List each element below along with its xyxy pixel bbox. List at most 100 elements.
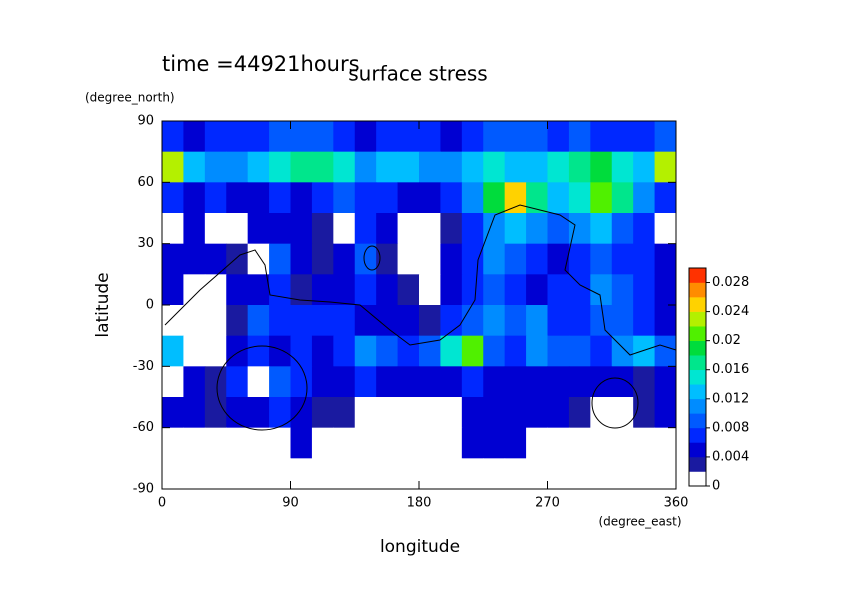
y-units: (degree_north) — [85, 91, 175, 105]
cell — [590, 243, 613, 275]
x-tick-label: 270 — [535, 496, 560, 511]
cell — [440, 305, 463, 337]
cell — [269, 305, 291, 337]
cell — [611, 427, 634, 459]
cell — [376, 458, 399, 490]
cell — [568, 366, 591, 398]
x-axis-label: longitude — [380, 537, 460, 557]
cell — [440, 182, 463, 214]
cell — [397, 366, 420, 398]
cell — [269, 151, 291, 183]
cell — [162, 366, 184, 398]
cell — [633, 458, 656, 490]
cell — [269, 213, 291, 245]
cell — [162, 274, 184, 306]
cell — [162, 427, 184, 459]
colorbar-segment — [689, 311, 706, 327]
cell — [461, 151, 484, 183]
cell — [526, 458, 548, 490]
cell — [354, 274, 377, 306]
y-tick-label: 90 — [137, 114, 154, 129]
cell — [611, 213, 634, 245]
cell — [547, 182, 570, 214]
colorbar-tick-label: 0 — [712, 479, 720, 494]
cell — [226, 305, 249, 337]
cell — [654, 458, 677, 490]
cell — [611, 335, 634, 367]
cell — [183, 427, 206, 459]
cell — [183, 366, 206, 398]
cell — [333, 243, 356, 275]
cell — [504, 397, 527, 429]
cell — [333, 182, 356, 214]
cell — [162, 151, 184, 183]
cell — [376, 182, 399, 214]
cell — [483, 182, 506, 214]
cell — [461, 366, 484, 398]
cell — [440, 274, 463, 306]
cell — [440, 335, 463, 367]
cell — [204, 151, 227, 183]
cell — [568, 121, 591, 153]
cell — [461, 213, 484, 245]
cell — [290, 121, 313, 153]
cell — [611, 274, 634, 306]
cell — [504, 243, 527, 275]
cell — [311, 458, 334, 490]
cell — [311, 243, 334, 275]
cell — [162, 305, 184, 337]
colorbar-segment — [689, 413, 706, 429]
cell — [568, 305, 591, 337]
cell — [611, 366, 634, 398]
cell — [483, 397, 506, 429]
cell — [461, 182, 484, 214]
cell — [419, 335, 441, 367]
cell — [397, 151, 420, 183]
colorbar-segment — [689, 442, 706, 458]
cell — [397, 182, 420, 214]
colorbar-tick-label: 0.008 — [712, 420, 749, 435]
cell — [333, 397, 356, 429]
cell — [547, 243, 570, 275]
cell — [247, 366, 270, 398]
cell — [376, 213, 399, 245]
cell — [654, 335, 677, 367]
cell — [611, 458, 634, 490]
cell — [419, 274, 441, 306]
cell — [547, 397, 570, 429]
x-units: (degree_east) — [598, 515, 681, 529]
cell — [333, 151, 356, 183]
cell — [269, 427, 291, 459]
cell — [354, 151, 377, 183]
cell — [183, 335, 206, 367]
cell — [440, 151, 463, 183]
cell — [483, 151, 506, 183]
cell — [590, 397, 613, 429]
cell — [162, 213, 184, 245]
cell — [504, 121, 527, 153]
cell — [204, 335, 227, 367]
cell — [419, 151, 441, 183]
cell — [397, 121, 420, 153]
cell — [226, 151, 249, 183]
cell — [654, 182, 677, 214]
cell — [204, 182, 227, 214]
cell — [183, 151, 206, 183]
cell — [568, 151, 591, 183]
cell — [183, 305, 206, 337]
cell — [226, 366, 249, 398]
cell — [547, 305, 570, 337]
cell — [526, 121, 548, 153]
cell — [290, 397, 313, 429]
cell — [419, 182, 441, 214]
cell — [376, 151, 399, 183]
cell — [311, 213, 334, 245]
cell — [183, 213, 206, 245]
cell — [376, 397, 399, 429]
y-tick-label: 60 — [137, 175, 154, 190]
cell — [226, 243, 249, 275]
cell — [568, 427, 591, 459]
cell — [526, 366, 548, 398]
cell — [590, 213, 613, 245]
